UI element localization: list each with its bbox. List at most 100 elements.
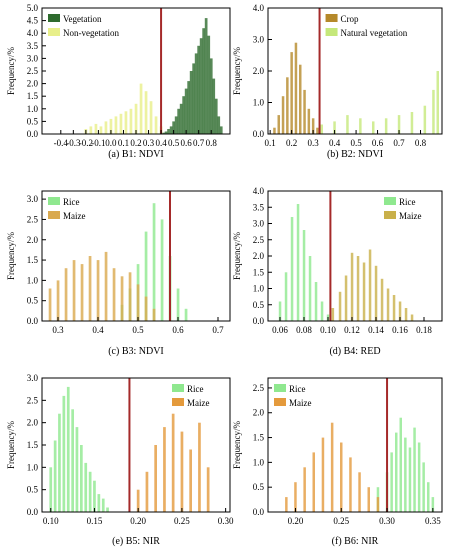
bar-vegetation	[179, 103, 183, 134]
bar-vegetation	[207, 35, 211, 135]
bar-natural-vegetation	[372, 121, 375, 134]
y-tick-label: 0.0	[253, 129, 265, 139]
bar-vegetation	[192, 63, 195, 134]
bar-vegetation	[202, 28, 205, 135]
bar-maize	[56, 280, 60, 321]
bar-non-vegetation	[94, 123, 98, 134]
bar-rice	[422, 462, 425, 512]
legend-swatch	[325, 28, 338, 36]
y-axis-label: Frequency/%	[232, 421, 242, 469]
legend-label: Rice	[187, 384, 204, 394]
bar-rice	[408, 447, 412, 512]
bar-natural-vegetation	[384, 118, 388, 135]
panel-caption: (a) B1: NDVI	[108, 149, 164, 160]
bar-maize	[338, 291, 342, 322]
panel-caption: (d) B4: RED	[329, 346, 380, 357]
legend-label: Rice	[63, 197, 80, 207]
bar-maize	[80, 264, 84, 321]
bar-rice	[71, 409, 74, 512]
bar-maize	[72, 260, 76, 321]
panel-caption: (c) B3: NDVI	[108, 346, 164, 357]
legend-swatch	[48, 197, 60, 205]
bar-rice	[93, 480, 96, 512]
bar-vegetation	[199, 38, 203, 135]
x-tick-label: 0.5	[132, 325, 144, 335]
x-tick-label: -0.3	[66, 138, 81, 148]
y-tick-label: 0.5	[27, 116, 39, 126]
y-tick-label: 0.5	[27, 296, 39, 306]
bar-natural-vegetation	[436, 71, 439, 134]
y-tick-label: 1.5	[27, 255, 39, 265]
y-tick-label: 4.5	[27, 16, 39, 26]
bar-rice	[399, 417, 402, 512]
bar-maize	[294, 482, 297, 512]
bar-maize	[344, 275, 348, 321]
bar-maize	[380, 278, 384, 322]
bar-crop	[316, 127, 319, 134]
bar-vegetation	[174, 116, 178, 134]
x-tick-label: 0.30	[379, 516, 395, 526]
y-tick-label: 1.0	[253, 457, 265, 467]
bar-rice	[278, 301, 282, 321]
legend-swatch	[274, 384, 286, 392]
bar-rice	[284, 272, 288, 322]
y-tick-label: 0.0	[253, 316, 265, 326]
y-axis-label: Frequency/%	[232, 47, 242, 95]
y-tick-label: 2.0	[27, 235, 39, 245]
bar-rice	[101, 498, 105, 512]
legend-swatch	[384, 211, 396, 219]
bar-non-vegetation	[99, 126, 103, 134]
bar-vegetation	[167, 129, 170, 134]
bar-crop	[303, 89, 306, 134]
bar-rice	[152, 203, 156, 321]
legend-swatch	[384, 197, 396, 205]
x-tick-label: 0.1	[118, 138, 129, 148]
x-tick-label: 0.18	[416, 325, 432, 335]
bar-rice	[75, 427, 79, 512]
x-tick-label: -0.4	[54, 138, 69, 148]
panel-caption: (e) B5: NIR	[112, 536, 160, 547]
bar-maize	[152, 308, 156, 321]
bar-rice	[431, 497, 435, 512]
bar-crop	[281, 96, 285, 134]
y-tick-label: 1.0	[27, 104, 39, 114]
bar-maize	[88, 256, 92, 321]
legend-swatch	[325, 14, 338, 22]
bar-rice	[290, 217, 294, 321]
bar-maize	[321, 437, 325, 512]
legend-label: Maize	[399, 211, 422, 221]
y-tick-label: 0.5	[253, 300, 265, 310]
bar-rice	[413, 427, 416, 512]
legend-swatch	[48, 14, 60, 22]
legend-swatch	[274, 398, 286, 406]
y-tick-label: 0.0	[27, 316, 39, 326]
y-tick-label: 1.5	[27, 91, 39, 101]
bar-maize	[331, 308, 335, 321]
legend-label: Crop	[341, 14, 360, 24]
x-tick-label: -0.2	[79, 138, 93, 148]
x-tick-label: 0.7	[193, 138, 205, 148]
bar-rice	[106, 507, 109, 512]
bar-vegetation	[214, 98, 218, 134]
legend-label: Maize	[187, 398, 210, 408]
bar-maize	[398, 301, 402, 321]
bar-rice	[314, 282, 318, 321]
x-tick-label: 0.2	[286, 138, 297, 148]
bar-rice	[49, 467, 53, 512]
bar-non-vegetation	[89, 126, 93, 134]
bar-non-vegetation	[104, 121, 108, 134]
bar-maize	[356, 256, 360, 321]
y-axis-label: Frequency/%	[6, 232, 16, 280]
y-tick-label: 3.0	[253, 35, 265, 45]
bar-maize	[144, 296, 148, 321]
panel-3: 0.3 0.4 0.5 0.6 0.7 0.0 0.5 1.0 1.5 2.0 2.5 3.0 Freq…	[6, 190, 231, 357]
bar-non-vegetation	[134, 103, 138, 134]
bar-maize	[136, 284, 140, 321]
x-tick-label: 0.1	[265, 138, 276, 148]
bar-rice	[97, 494, 101, 512]
bar-rice	[308, 256, 312, 321]
panel-1: -0.4-0.3-0.2-0.1 0.0 0.1 0.2 0.3 0.4 0.5 0.6 0.7…	[6, 3, 231, 160]
x-tick-label: -0.1	[91, 138, 105, 148]
y-axis-label: Frequency/%	[6, 47, 16, 95]
bar-vegetation	[162, 132, 165, 134]
